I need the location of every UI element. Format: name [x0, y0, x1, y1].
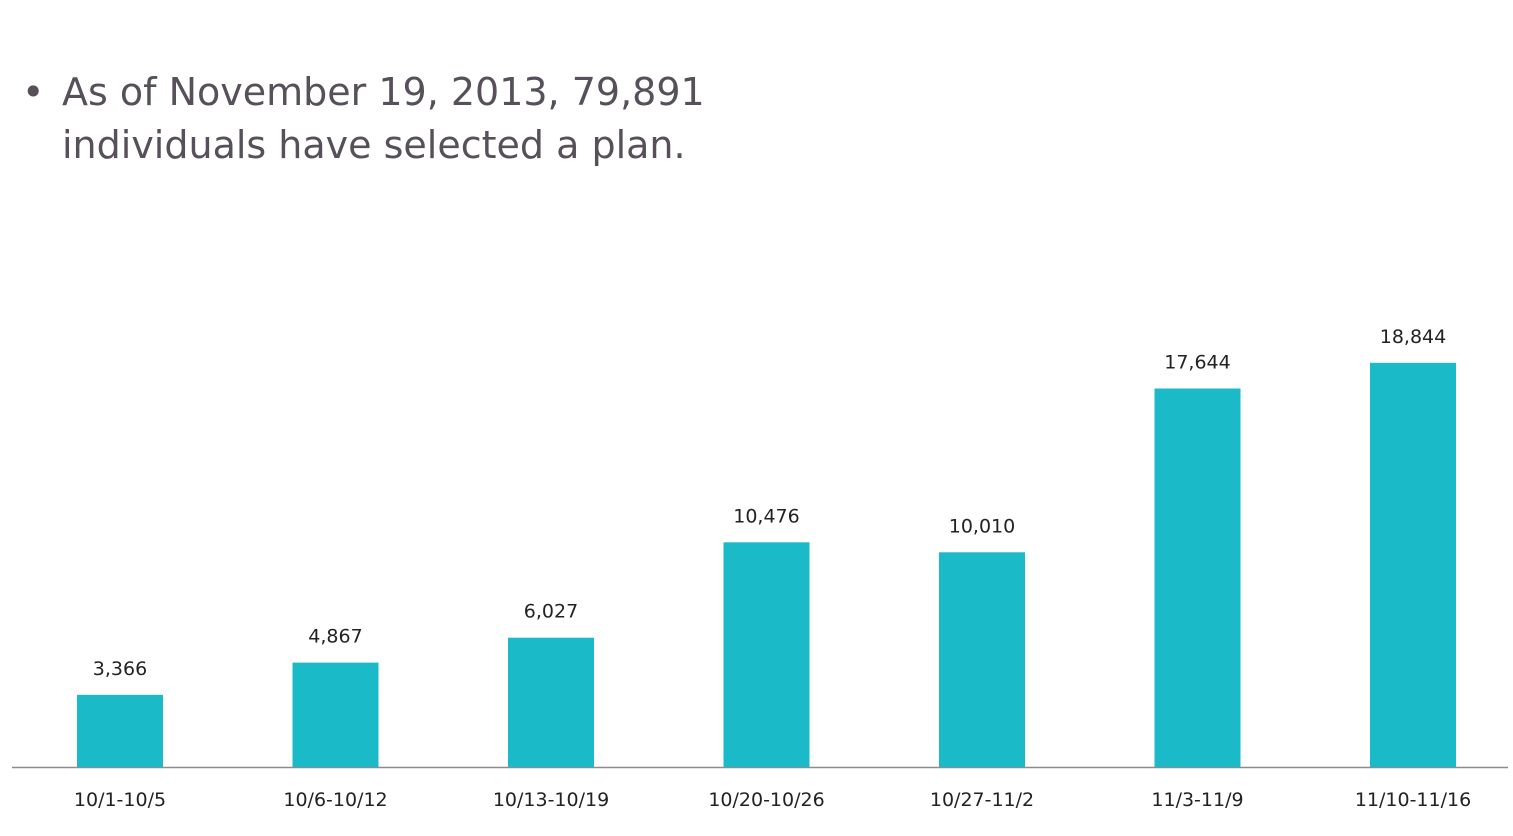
x-tick-label: 10/1-10/5 — [74, 789, 166, 811]
bar — [1370, 362, 1456, 767]
bar — [939, 552, 1025, 767]
bar — [508, 637, 594, 767]
x-tick-label: 10/6-10/12 — [283, 789, 387, 811]
data-label: 10,010 — [949, 515, 1015, 537]
x-tick-label: 10/27-11/2 — [930, 789, 1034, 811]
data-label: 3,366 — [93, 658, 147, 680]
bar — [77, 694, 163, 767]
data-label: 4,867 — [308, 626, 362, 648]
bar — [723, 542, 810, 767]
x-tick-label: 11/3-11/9 — [1151, 789, 1243, 811]
data-label: 18,844 — [1380, 326, 1446, 348]
bar — [292, 662, 379, 767]
bullet-marker: • — [22, 70, 45, 114]
x-tick-label: 10/13-10/19 — [493, 789, 609, 811]
x-tick-label: 11/10-11/16 — [1355, 789, 1471, 811]
data-label: 17,644 — [1164, 352, 1230, 374]
bullet-text: As of November 19, 2013, 79,891 individu… — [62, 70, 705, 167]
data-label: 10,476 — [733, 505, 799, 527]
x-tick-label: 10/20-10/26 — [708, 789, 824, 811]
bar — [1154, 388, 1241, 767]
data-label: 6,027 — [524, 601, 578, 623]
